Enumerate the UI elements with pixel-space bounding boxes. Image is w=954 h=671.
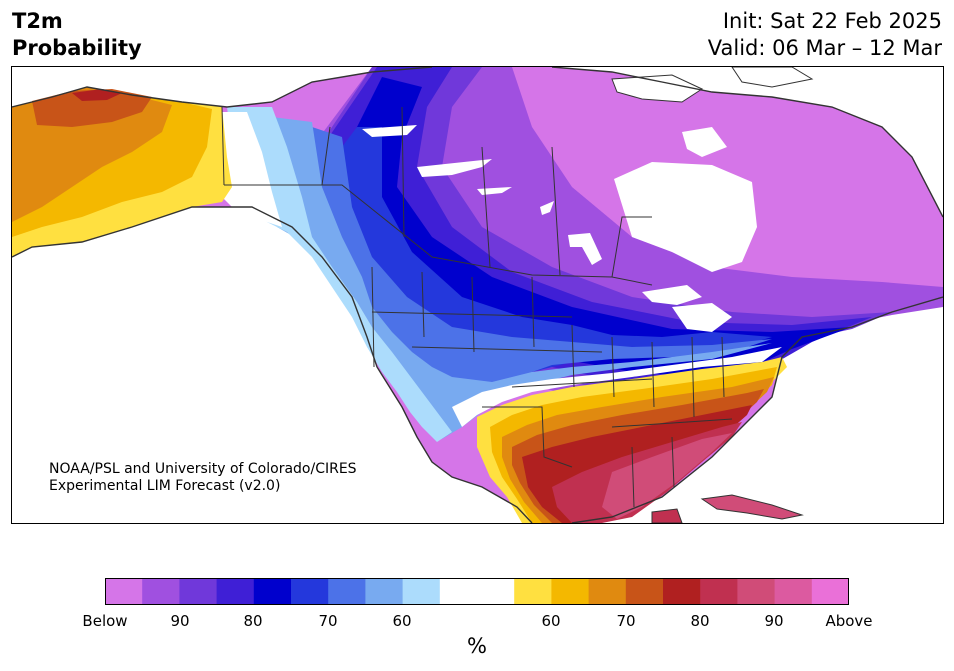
colorbar-swatch xyxy=(402,578,441,605)
band-above-75-alaska xyxy=(72,89,122,101)
band-above-85-se xyxy=(602,433,732,519)
colorbar-swatch xyxy=(477,578,515,605)
credit-line1: NOAA/PSL and University of Colorado/CIRE… xyxy=(49,461,357,477)
band-below-60 xyxy=(287,127,772,389)
tick-label-below-60: 60 xyxy=(392,612,412,630)
colorbar-swatch xyxy=(216,578,255,605)
tick-label-above: Above xyxy=(825,612,873,630)
colorbar-swatch xyxy=(588,578,627,605)
political-borders xyxy=(221,106,733,508)
tick-label-above-90: 90 xyxy=(764,612,784,630)
map-panel xyxy=(11,66,944,524)
coastline xyxy=(12,67,943,523)
inland-lakes xyxy=(362,125,757,332)
hispaniola-island xyxy=(651,508,683,523)
colorbar-swatch xyxy=(253,578,292,605)
colorbar-swatch xyxy=(439,578,478,605)
colorbar-swatch xyxy=(811,578,849,605)
colorbar-swatch xyxy=(105,578,143,605)
band-above-70-alaska xyxy=(32,89,152,127)
credit-text: NOAA/PSL and University of Colorado/CIRE… xyxy=(49,461,357,495)
colorbar-swatch xyxy=(663,578,701,605)
colorbar-border xyxy=(105,578,849,605)
colorbar-swatch xyxy=(625,578,664,605)
colorbar-swatch xyxy=(142,578,180,605)
colorbar-swatch xyxy=(514,578,552,605)
map-title: T2m Probability xyxy=(12,8,142,62)
title-line-variable: T2m xyxy=(12,9,63,33)
tick-label-below-80: 80 xyxy=(243,612,263,630)
credit-line2: Experimental LIM Forecast (v2.0) xyxy=(49,478,281,494)
tick-label-below-70: 70 xyxy=(318,612,338,630)
colorbar-swatch xyxy=(551,578,590,605)
valid-period: Valid: 06 Mar – 12 Mar xyxy=(707,36,942,60)
band-below-50 xyxy=(227,107,452,442)
tick-label-above-80: 80 xyxy=(690,612,710,630)
tick-label-below-90: 90 xyxy=(170,612,190,630)
tick-label-below: Below xyxy=(82,612,128,630)
tick-label-above-60: 60 xyxy=(541,612,561,630)
colorbar-swatch xyxy=(328,578,366,605)
colorbar-ticks: Below 90 80 70 60 60 70 80 90 Above xyxy=(0,612,954,632)
cuba-island xyxy=(700,494,804,520)
colorbar-swatch xyxy=(774,578,813,605)
tick-label-above-70: 70 xyxy=(616,612,636,630)
colorbar-swatch xyxy=(737,578,776,605)
colorbar-unit: % xyxy=(467,634,487,658)
init-date: Init: Sat 22 Feb 2025 xyxy=(722,9,942,33)
colorbar-swatch xyxy=(365,578,404,605)
arctic-islands xyxy=(611,67,814,103)
forecast-dates: Init: Sat 22 Feb 2025 Valid: 06 Mar – 12… xyxy=(708,8,942,62)
colorbar-swatch xyxy=(291,578,329,605)
colorbar-swatch xyxy=(700,578,738,605)
colorbar-swatch xyxy=(179,578,218,605)
colorbar xyxy=(105,578,849,605)
title-line-probability: Probability xyxy=(12,36,142,60)
north-america-map xyxy=(12,67,943,523)
